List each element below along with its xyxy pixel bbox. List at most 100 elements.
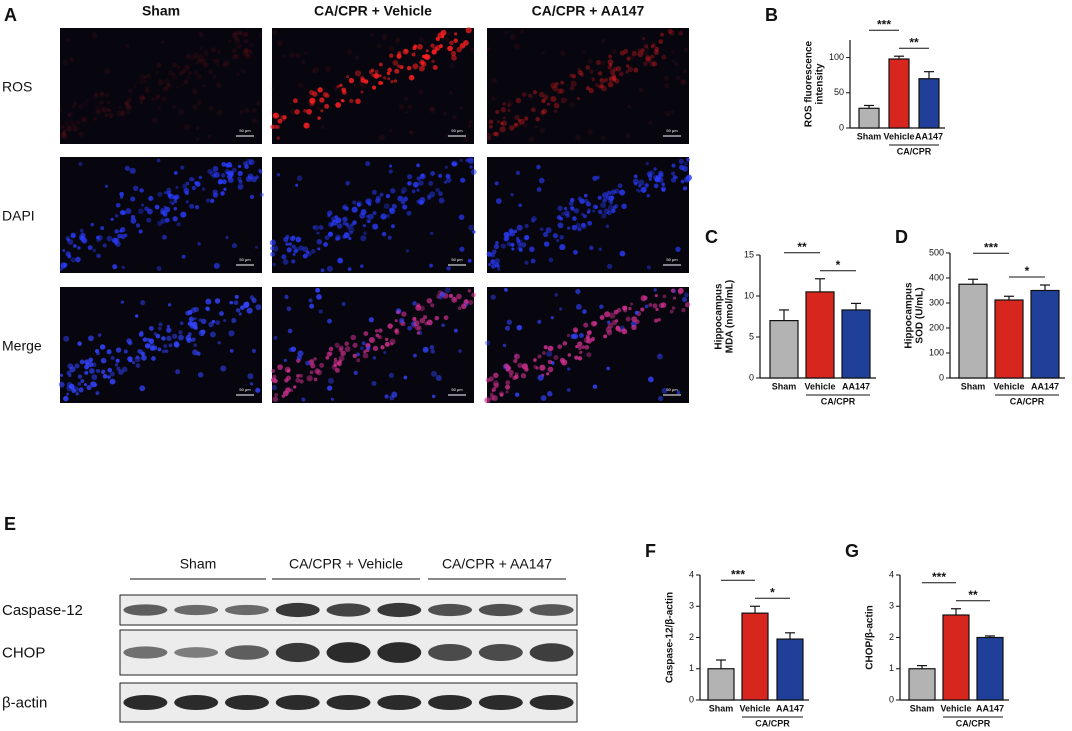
- y-axis-label: SOD (U/mL): [915, 287, 926, 343]
- cell: [61, 131, 67, 137]
- cell: [362, 224, 366, 228]
- cell: [570, 80, 577, 87]
- cell: [291, 244, 296, 249]
- cell: [675, 75, 681, 81]
- cell: [67, 239, 74, 245]
- cell: [378, 335, 383, 340]
- cell: [168, 70, 173, 75]
- cell: [60, 262, 67, 269]
- cell: [539, 227, 544, 232]
- cell: [74, 363, 80, 369]
- cell: [592, 209, 596, 213]
- cell: [506, 232, 512, 237]
- cell: [646, 265, 651, 270]
- cell: [540, 110, 545, 115]
- cell: [511, 247, 515, 251]
- cell: [517, 245, 523, 251]
- cell: [488, 119, 494, 125]
- cell: [319, 97, 325, 103]
- cell: [393, 79, 398, 83]
- cell: [617, 183, 623, 189]
- scale-bar-label: 50 μm: [239, 387, 251, 392]
- cell: [468, 120, 473, 124]
- cell: [669, 309, 674, 314]
- cell: [396, 37, 401, 42]
- cell: [577, 70, 583, 76]
- cell: [567, 226, 571, 230]
- cell: [258, 33, 264, 38]
- cell: [607, 81, 614, 88]
- cell: [157, 79, 164, 86]
- cell: [394, 38, 400, 44]
- cell: [274, 393, 278, 397]
- cell: [347, 267, 352, 271]
- cell: [537, 374, 544, 381]
- cell: [507, 99, 513, 106]
- cell: [590, 320, 597, 327]
- cell: [407, 174, 413, 180]
- bar: [769, 320, 799, 379]
- cell: [428, 180, 434, 186]
- cell: [106, 107, 111, 112]
- cell: [419, 200, 424, 205]
- cell: [142, 337, 148, 342]
- cell: [407, 181, 412, 186]
- cell: [678, 158, 684, 164]
- cell: [431, 370, 438, 377]
- cell: [541, 108, 548, 115]
- lane-group-label: CA/CPR + Vehicle: [289, 556, 403, 572]
- cell: [496, 120, 501, 124]
- bar: [958, 283, 988, 379]
- cell: [96, 109, 101, 114]
- cell: [623, 308, 628, 313]
- column-header: CA/CPR + Vehicle: [314, 3, 432, 19]
- cell: [255, 175, 260, 179]
- cell: [668, 29, 675, 36]
- cell: [289, 52, 295, 58]
- cell: [670, 110, 675, 114]
- cell: [527, 93, 532, 98]
- significance-label: **: [968, 588, 978, 602]
- cell: [468, 224, 475, 231]
- cell: [444, 37, 449, 42]
- cell: [491, 389, 495, 393]
- cell: [198, 175, 203, 180]
- cell: [166, 82, 171, 87]
- cell: [567, 367, 571, 371]
- cell: [434, 315, 439, 321]
- cell: [514, 372, 519, 376]
- cell: [383, 350, 387, 355]
- cell: [588, 87, 594, 94]
- cell: [472, 230, 476, 234]
- cell: [69, 57, 75, 63]
- cell: [363, 350, 367, 354]
- cell: [348, 236, 352, 241]
- cell: [587, 129, 593, 135]
- cell: [185, 181, 190, 186]
- group-label: CA/CPR: [755, 718, 790, 728]
- cell: [586, 210, 590, 214]
- cell: [161, 349, 166, 354]
- cell: [555, 82, 559, 86]
- cell: [592, 175, 598, 181]
- cell: [368, 317, 374, 323]
- x-tick-label: Sham: [857, 131, 882, 141]
- cell: [663, 75, 669, 81]
- cell: [196, 100, 202, 106]
- cell: [577, 346, 582, 350]
- cell: [585, 334, 590, 339]
- panel-label: G: [845, 541, 859, 561]
- cell: [156, 266, 162, 271]
- cell: [608, 78, 613, 83]
- cell: [556, 88, 563, 94]
- cell: [298, 245, 304, 251]
- cell: [577, 356, 583, 361]
- cell: [530, 218, 536, 223]
- cell: [390, 79, 394, 84]
- cell: [73, 386, 79, 393]
- cell: [213, 171, 220, 178]
- cell: [297, 350, 304, 357]
- cell: [384, 394, 389, 399]
- cell: [317, 87, 323, 93]
- cell: [220, 191, 225, 196]
